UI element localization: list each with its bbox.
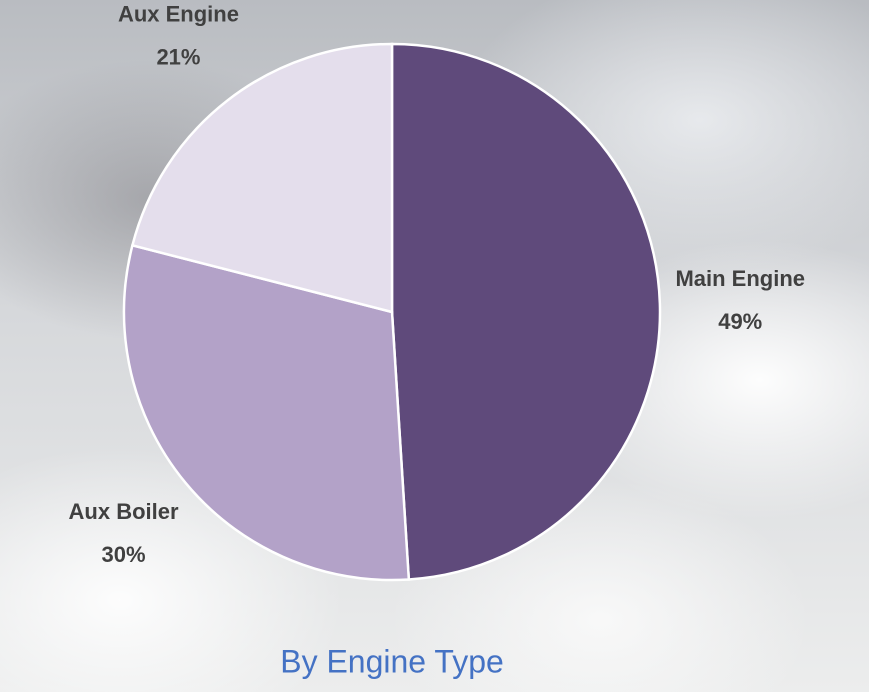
chart-title: By Engine Type: [280, 643, 504, 679]
slice-category-label: Main Engine: [675, 266, 805, 291]
slice-category-label: Aux Boiler: [69, 499, 179, 524]
slice-value-label: 30%: [102, 542, 146, 567]
pie-slice: [390, 42, 662, 581]
slice-category-label: Aux Engine: [118, 2, 239, 27]
slice-value-label: 21%: [156, 45, 200, 70]
pie-slice: [130, 42, 394, 314]
pie-slice: [122, 243, 411, 582]
slice-value-label: 49%: [718, 309, 762, 334]
